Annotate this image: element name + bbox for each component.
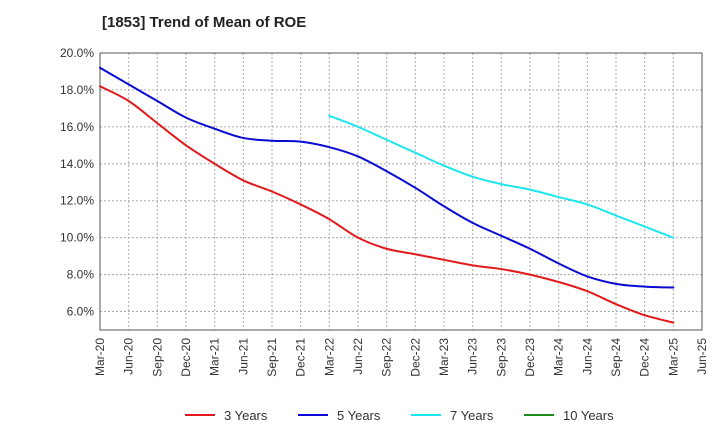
plot-frame [99, 52, 703, 331]
x-tick-label: Sep-21 [265, 338, 279, 377]
x-tick-label: Mar-22 [322, 338, 336, 376]
legend-label: 5 Years [337, 408, 381, 423]
x-tick-label: Mar-21 [208, 338, 222, 376]
x-tick-label: Sep-24 [609, 338, 623, 377]
x-tick-label: Sep-22 [380, 338, 394, 377]
x-tick-label: Mar-24 [552, 338, 566, 376]
axis-layer: 6.0% 8.0% 10.0% 12.0% 14.0% 16.0% 18.0% 20.0% Ma… [60, 46, 709, 377]
y-tick-label: 18.0% [60, 83, 94, 97]
x-tick-label: Jun-23 [466, 338, 480, 375]
y-tick-label: 16.0% [60, 120, 94, 134]
legend: 3 Years 5 Years 7 Years 10 Years [185, 408, 614, 423]
x-tick-label: Jun-20 [122, 338, 136, 375]
x-tick-label: Jun-22 [351, 338, 365, 375]
x-tick-label: Jun-24 [580, 338, 594, 375]
legend-label: 7 Years [450, 408, 494, 423]
grid-layer [99, 52, 703, 330]
x-tick-label: Mar-20 [93, 338, 107, 376]
legend-label: 10 Years [563, 408, 614, 423]
y-tick-label: 6.0% [67, 305, 95, 319]
x-tick-label: Dec-24 [638, 338, 652, 377]
x-tick-label: Dec-21 [294, 338, 308, 377]
x-tick-label: Sep-23 [494, 338, 508, 377]
y-tick-label: 20.0% [60, 46, 94, 60]
series-line-5-years [99, 66, 675, 289]
x-tick-label: Sep-20 [150, 338, 164, 377]
x-tick-label: Jun-21 [236, 338, 250, 375]
legend-label: 3 Years [224, 408, 268, 423]
x-tick-label: Mar-23 [437, 338, 451, 376]
x-tick-label: Jun-25 [695, 338, 709, 375]
x-tick-label: Dec-23 [523, 338, 537, 377]
y-tick-label: 10.0% [60, 231, 94, 245]
y-tick-label: 8.0% [67, 268, 95, 282]
chart-title: [1853] Trend of Mean of ROE [102, 14, 307, 31]
x-tick-label: Dec-20 [179, 338, 193, 377]
x-tick-label: Mar-25 [666, 338, 680, 376]
y-tick-label: 14.0% [60, 157, 94, 171]
x-tick-label: Dec-22 [408, 338, 422, 377]
series-line-7-years [328, 114, 675, 239]
series-layer [99, 66, 675, 324]
y-tick-label: 12.0% [60, 194, 94, 208]
series-line-3-years [99, 85, 675, 324]
